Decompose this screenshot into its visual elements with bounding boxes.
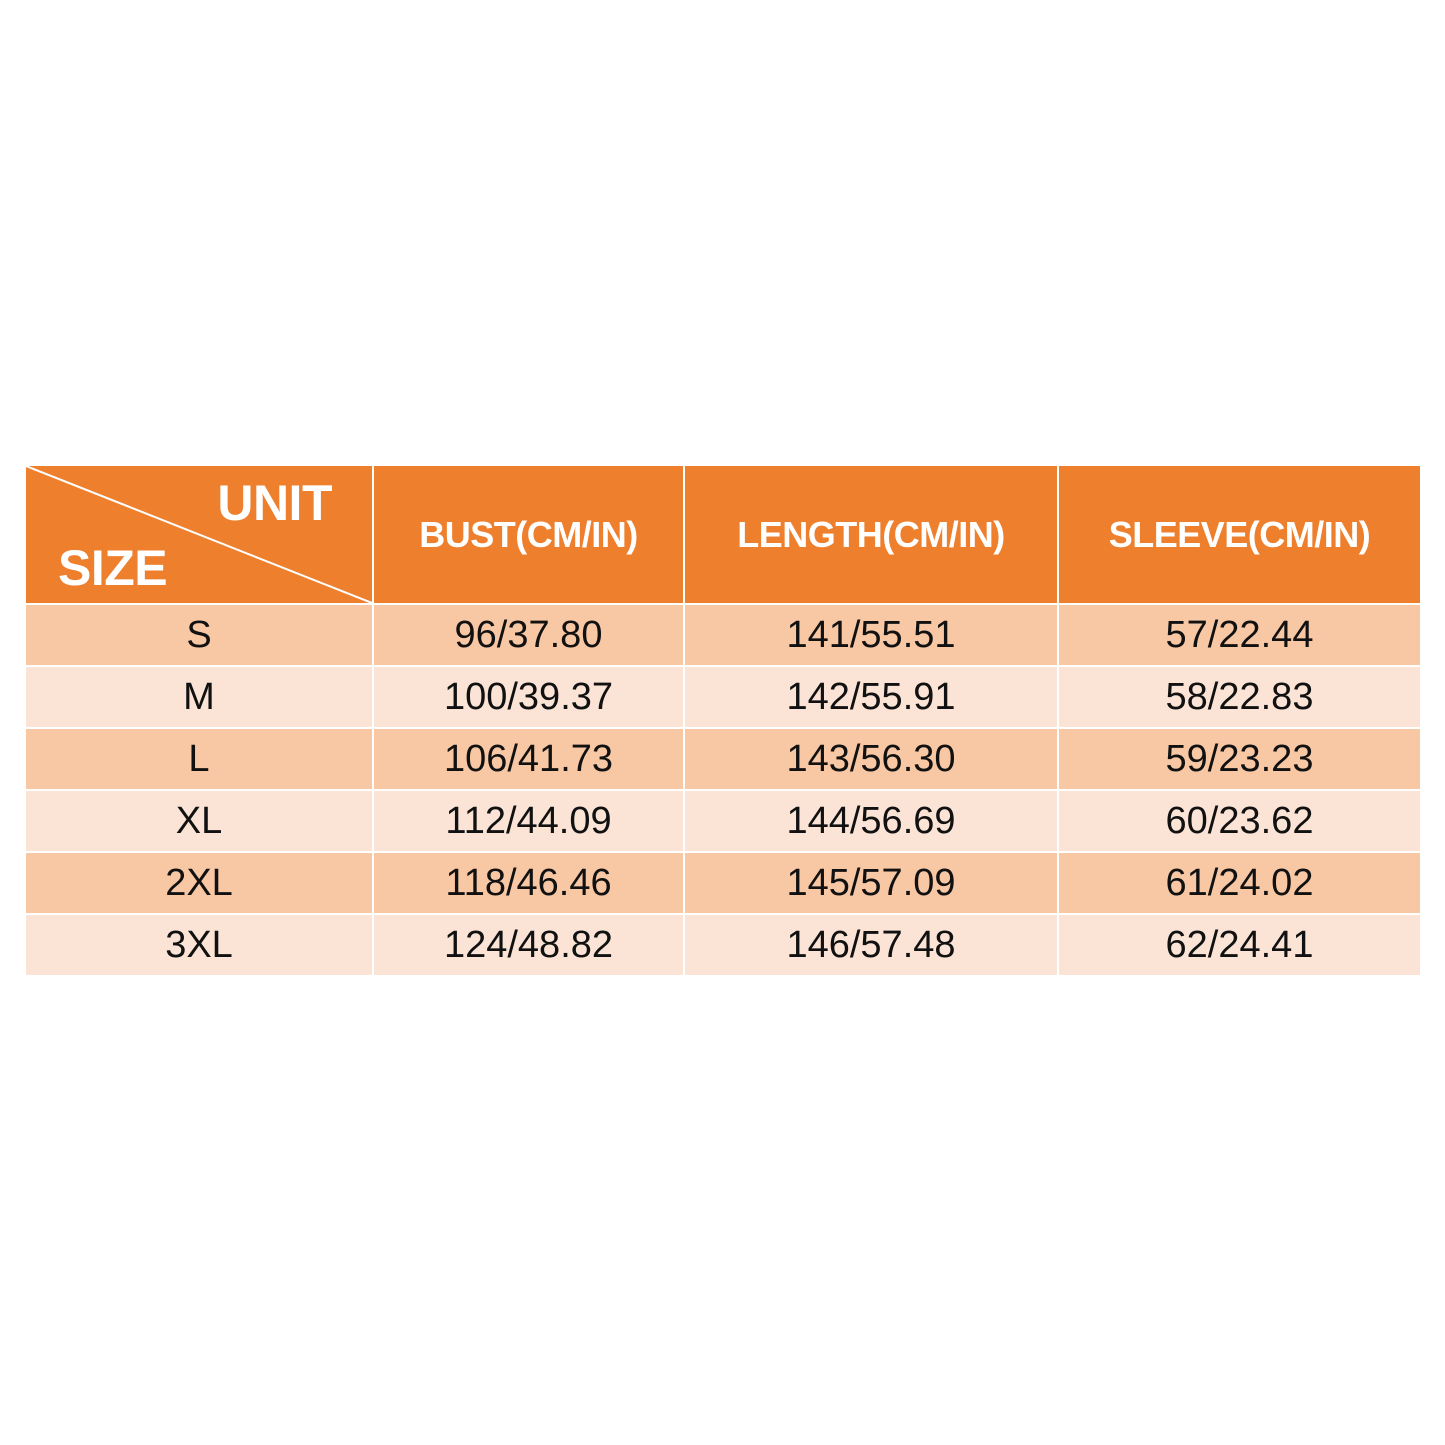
cell-size: M (26, 667, 372, 727)
cell-size: S (26, 605, 372, 665)
cell-sleeve: 60/23.62 (1059, 791, 1420, 851)
cell-bust: 118/46.46 (374, 853, 683, 913)
cell-sleeve: 57/22.44 (1059, 605, 1420, 665)
cell-sleeve: 59/23.23 (1059, 729, 1420, 789)
cell-bust: 106/41.73 (374, 729, 683, 789)
cell-sleeve: 62/24.41 (1059, 915, 1420, 975)
cell-bust: 96/37.80 (374, 605, 683, 665)
cell-length: 142/55.91 (685, 667, 1057, 727)
header-bust: BUST(CM/IN) (374, 466, 683, 603)
cell-length: 144/56.69 (685, 791, 1057, 851)
cell-length: 146/57.48 (685, 915, 1057, 975)
diagonal-divider (26, 466, 372, 603)
unit-label: UNIT (217, 475, 332, 531)
cell-size: XL (26, 791, 372, 851)
cell-length: 141/55.51 (685, 605, 1057, 665)
cell-size: 2XL (26, 853, 372, 913)
size-label: SIZE (58, 540, 168, 596)
cell-size: 3XL (26, 915, 372, 975)
cell-sleeve: 58/22.83 (1059, 667, 1420, 727)
cell-sleeve: 61/24.02 (1059, 853, 1420, 913)
corner-header-cell: UNIT SIZE (26, 466, 372, 603)
cell-bust: 112/44.09 (374, 791, 683, 851)
header-sleeve: SLEEVE(CM/IN) (1059, 466, 1420, 603)
cell-length: 143/56.30 (685, 729, 1057, 789)
size-chart-table: UNIT SIZE BUST(CM/IN) LENGTH(CM/IN) SLEE… (26, 466, 1420, 975)
header-length: LENGTH(CM/IN) (685, 466, 1057, 603)
cell-bust: 100/39.37 (374, 667, 683, 727)
cell-bust: 124/48.82 (374, 915, 683, 975)
cell-length: 145/57.09 (685, 853, 1057, 913)
cell-size: L (26, 729, 372, 789)
